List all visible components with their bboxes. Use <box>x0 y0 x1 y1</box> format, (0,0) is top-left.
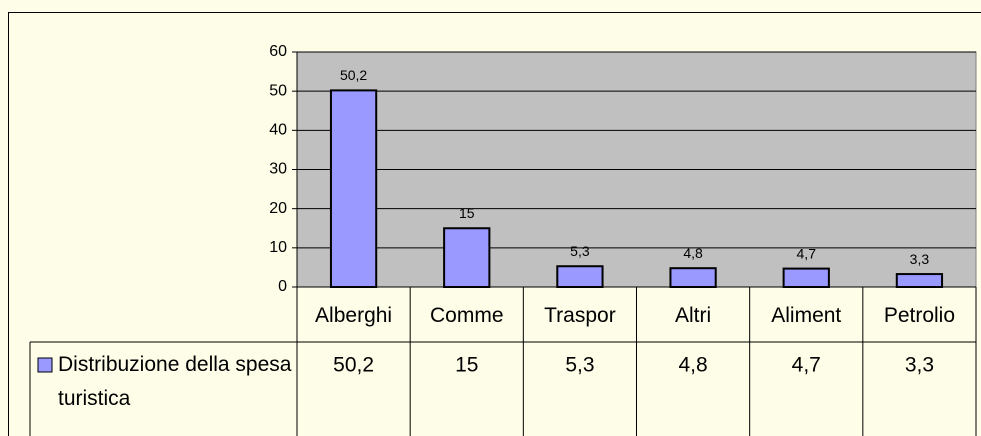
y-tick-label: 20 <box>269 200 287 217</box>
x-tick-label: Traspor <box>544 304 616 327</box>
bar <box>669 267 717 289</box>
table-value: 15 <box>455 354 478 377</box>
y-tick-label: 50 <box>269 82 287 99</box>
table-value: 5,3 <box>565 354 594 377</box>
x-tick-label: Petrolio <box>884 304 955 327</box>
data-label: 4,7 <box>797 245 817 261</box>
x-tick-label: Comme <box>430 304 504 327</box>
bar <box>556 265 604 289</box>
x-tick-label: Altri <box>675 304 711 327</box>
table-value: 50,2 <box>333 354 374 377</box>
bar <box>782 267 830 289</box>
bar <box>443 227 491 288</box>
y-tick-label: 0 <box>278 278 287 295</box>
table-value: 3,3 <box>905 354 934 377</box>
data-label: 15 <box>459 205 475 221</box>
bar <box>895 273 944 289</box>
y-tick-label: 60 <box>269 43 287 60</box>
x-tick-label: Alberghi <box>315 304 392 327</box>
table-value: 4,8 <box>678 354 707 377</box>
data-label: 5,3 <box>570 243 590 259</box>
y-tick-label: 10 <box>269 239 287 256</box>
y-tick-label: 40 <box>269 122 287 139</box>
legend-key <box>37 357 53 373</box>
x-tick-label: Aliment <box>771 304 841 327</box>
data-label: 50,2 <box>340 67 367 83</box>
legend-label: Distribuzione della spesa turistica <box>58 353 292 410</box>
chart-border <box>8 12 981 436</box>
bar <box>329 89 378 288</box>
data-label: 3,3 <box>910 251 930 267</box>
data-label: 4,8 <box>683 245 703 261</box>
y-tick-label: 30 <box>269 161 287 178</box>
table-value: 4,7 <box>792 354 821 377</box>
